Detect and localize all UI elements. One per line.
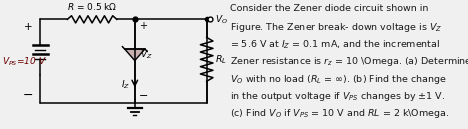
Text: in the output voltage if $V_{PS}$ changes by $\pm$1 V.: in the output voltage if $V_{PS}$ change… <box>229 90 445 103</box>
Text: (c) Find $V_O$ if $V_{PS}$ = 10 V and $RL$ = 2 k\Omega.: (c) Find $V_O$ if $V_{PS}$ = 10 V and $R… <box>229 107 449 120</box>
Polygon shape <box>124 49 145 61</box>
Text: $R$ = 0.5 kΩ: $R$ = 0.5 kΩ <box>67 1 117 12</box>
Text: +: + <box>139 21 147 31</box>
Text: +: + <box>24 22 32 32</box>
Text: Zener resistance is $r_z$ = 10 \Omega. (a) Determine: Zener resistance is $r_z$ = 10 \Omega. (… <box>229 55 468 68</box>
Text: $V_O$: $V_O$ <box>214 13 227 26</box>
Text: $V_{PS}$=10 V: $V_{PS}$=10 V <box>2 55 47 67</box>
Text: $I_Z$: $I_Z$ <box>121 79 130 91</box>
Text: $R_L$: $R_L$ <box>215 53 227 66</box>
Text: = 5.6 V at $I_Z$ = 0.1 mA, and the incremental: = 5.6 V at $I_Z$ = 0.1 mA, and the incre… <box>229 38 440 51</box>
Text: $V_O$ with no load ($R_L$ = $\infty$). (b) Find the change: $V_O$ with no load ($R_L$ = $\infty$). (… <box>229 73 446 86</box>
Text: −: − <box>23 89 33 102</box>
Text: Consider the Zener diode circuit shown in: Consider the Zener diode circuit shown i… <box>229 4 428 13</box>
Text: $V_Z$: $V_Z$ <box>140 49 153 61</box>
Text: Figure. The Zener break- down voltage is $V_Z$: Figure. The Zener break- down voltage is… <box>229 21 442 34</box>
Text: −: − <box>139 91 149 101</box>
